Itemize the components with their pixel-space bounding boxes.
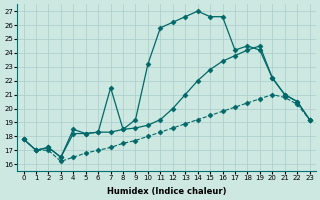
X-axis label: Humidex (Indice chaleur): Humidex (Indice chaleur) (107, 187, 226, 196)
